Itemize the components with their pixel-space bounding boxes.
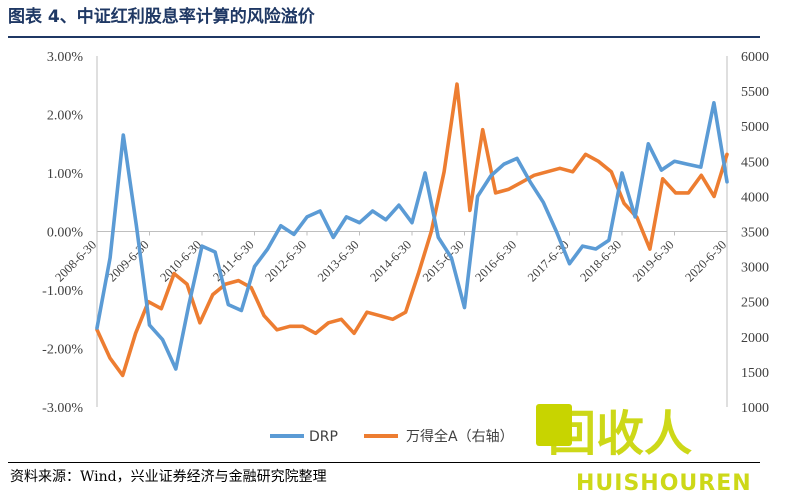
right-tick-label: 4000	[741, 190, 769, 205]
left-tick-label: 3.00%	[47, 50, 84, 65]
right-tick-label: 1500	[741, 366, 769, 381]
right-tick-label: 6000	[741, 50, 769, 65]
x-tick-label: 2020-6-30	[682, 238, 729, 285]
right-tick-label: 4500	[741, 155, 769, 170]
watermark-subtext: HUISHOUREN	[576, 471, 752, 496]
legend-label-index: 万得全A（右轴）	[406, 428, 514, 445]
series-layer	[95, 82, 729, 378]
left-tick-label: 1.00%	[47, 167, 84, 182]
left-axis-ticks: 3.00% 2.00% 1.00% 0.00% -1.00% -2.00% -3.00%	[42, 50, 83, 416]
left-tick-label: 0.00%	[47, 226, 84, 241]
x-tick-label: 2013-6-30	[315, 238, 362, 285]
right-axis-ticks: 6000 5500 5000 4500 4000 3500 3000 2500 2000 1500…	[741, 50, 769, 416]
left-tick-label: -1.00%	[42, 284, 83, 299]
right-tick-label: 3500	[741, 226, 769, 241]
x-tick-label: 2014-6-30	[367, 238, 414, 285]
series-line-index	[95, 82, 729, 378]
title-divider	[8, 36, 760, 38]
watermark-logo: 回收人 HUISHOUREN	[536, 404, 752, 496]
source-divider	[8, 462, 760, 463]
x-tick-label: 2019-6-30	[630, 238, 677, 285]
chart-area: 3.00% 2.00% 1.00% 0.00% -1.00% -2.00% -3.00% 6…	[42, 50, 769, 445]
watermark-text: 回收人	[548, 406, 692, 462]
right-tick-label: 3000	[741, 261, 769, 276]
source-note: 资料来源：Wind，兴业证券经济与金融研究院整理	[10, 469, 327, 485]
right-tick-label: 2500	[741, 296, 769, 311]
right-tick-label: 1000	[741, 401, 769, 416]
series-line-drp	[95, 101, 729, 371]
chart-title: 图表 4、中证红利股息率计算的风险溢价	[8, 7, 315, 27]
right-tick-label: 2000	[741, 331, 769, 346]
legend-label-drp: DRP	[309, 429, 338, 445]
right-tick-label: 5000	[741, 120, 769, 135]
right-tick-label: 5500	[741, 85, 769, 100]
x-tick-label: 2016-6-30	[472, 238, 519, 285]
x-tick-label: 2017-6-30	[525, 238, 572, 285]
x-axis-ticks: 2008-6-30 2009-6-30 2010-6-30 2011-6-30 2012…	[52, 231, 729, 285]
chart-legend: DRP 万得全A（右轴）	[270, 428, 514, 445]
watermark-block	[536, 404, 572, 446]
left-tick-label: -3.00%	[42, 401, 83, 416]
left-tick-label: -2.00%	[42, 343, 83, 358]
x-tick-label: 2008-6-30	[52, 238, 99, 285]
left-tick-label: 2.00%	[47, 109, 84, 124]
